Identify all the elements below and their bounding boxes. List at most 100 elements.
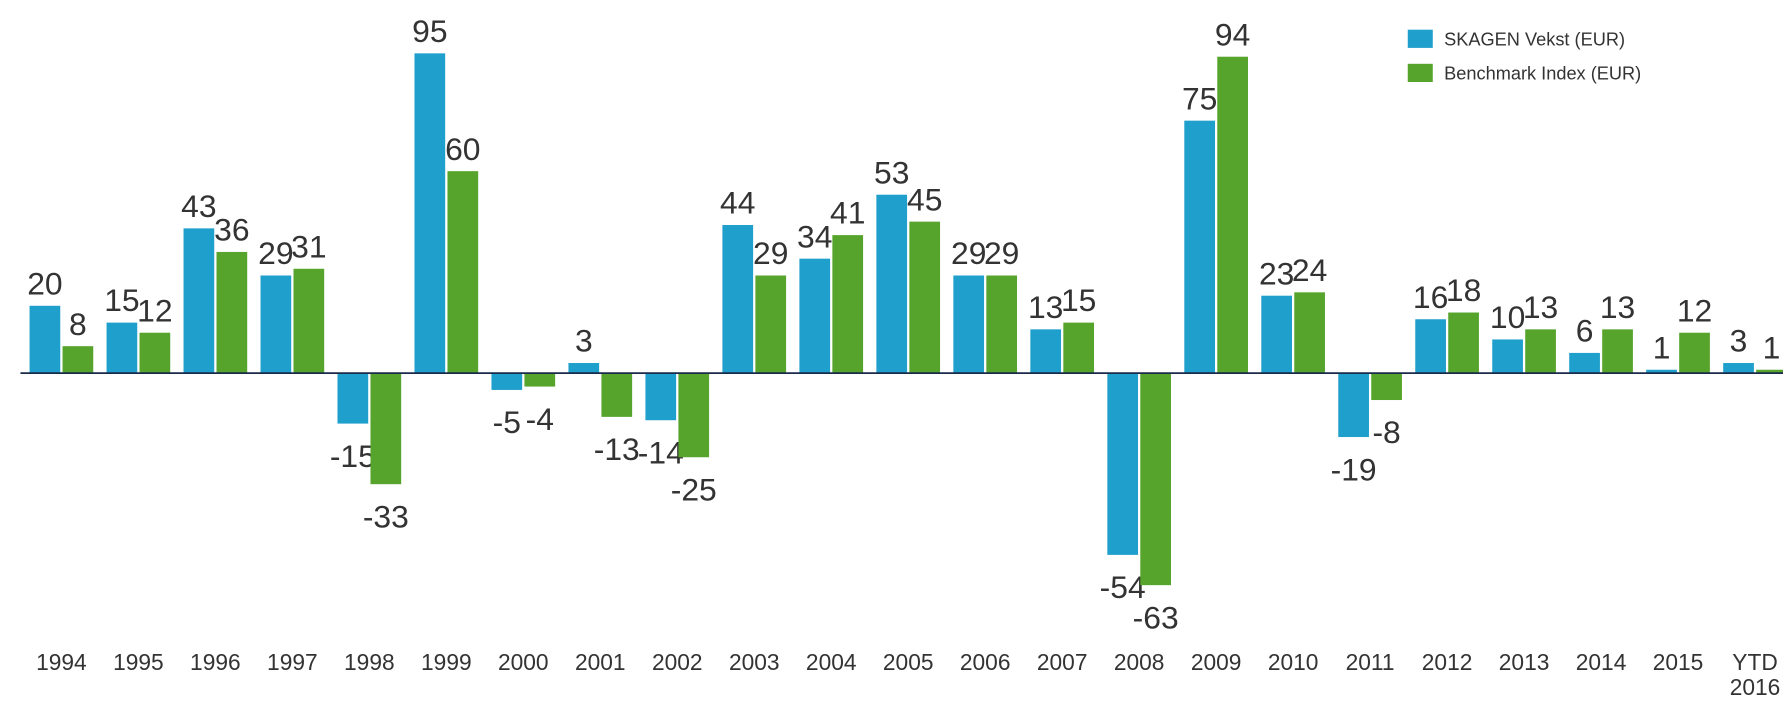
x-tick-label-box: 2010 — [1267, 650, 1319, 676]
x-tick-label-box: 2009 — [1191, 651, 1242, 676]
bar — [799, 258, 831, 374]
data-label: 12 — [137, 292, 172, 328]
x-tick-label: 2015 — [1652, 650, 1704, 676]
data-label: 1 — [1653, 329, 1671, 365]
data-label: 95 — [412, 13, 447, 49]
x-tick-label-box: 2003 — [729, 651, 780, 676]
bar — [1107, 373, 1139, 555]
bar — [876, 194, 908, 374]
x-tick-label-box: 2015 — [1652, 650, 1704, 676]
x-tick-label: 2010 — [1267, 650, 1319, 676]
data-label: 13 — [1028, 289, 1063, 325]
data-label: 1 — [1763, 329, 1781, 365]
data-label: 16 — [1413, 279, 1448, 315]
data-label: 44 — [720, 185, 755, 221]
x-tick-label: 1995 — [113, 650, 164, 676]
data-label: 60 — [445, 131, 480, 167]
bar — [1261, 295, 1292, 374]
x-tick-label-box: 2000 — [497, 650, 549, 676]
bar — [1184, 120, 1216, 374]
bar — [524, 373, 556, 387]
data-label: 15 — [104, 282, 139, 318]
x-tick-label-box: 2014 — [1575, 650, 1627, 676]
x-tick-label-box: 2001 — [575, 651, 626, 676]
data-label: 23 — [1259, 255, 1294, 291]
x-tick-label: 2002 — [651, 650, 703, 676]
bar — [106, 322, 138, 374]
x-tick-label: 2014 — [1575, 650, 1627, 676]
data-label: 15 — [1061, 282, 1096, 318]
x-tick-label: 1994 — [36, 650, 87, 676]
x-tick-label: 2004 — [805, 650, 857, 676]
bar — [216, 251, 248, 374]
data-label: 45 — [907, 181, 942, 217]
bar — [1063, 322, 1095, 374]
data-label: 18 — [1446, 272, 1481, 308]
bar — [722, 225, 754, 374]
data-label: 34 — [797, 218, 832, 254]
x-tick-label: 2007 — [1036, 650, 1088, 676]
x-tick-label-box: 1994 — [36, 650, 87, 676]
bar — [1217, 56, 1248, 374]
bar — [337, 373, 369, 424]
bar — [370, 373, 402, 485]
legend-label: SKAGEN Vekst (EUR) — [1444, 30, 1625, 50]
data-label: 94 — [1215, 16, 1250, 52]
legend-swatch — [1407, 29, 1433, 48]
data-label: 53 — [874, 154, 909, 190]
data-label: -8 — [1372, 414, 1400, 450]
data-label: 31 — [291, 228, 326, 264]
bar — [601, 373, 633, 417]
x-tick-label-box: 2013 — [1499, 651, 1550, 676]
data-label: -25 — [671, 471, 717, 507]
bar — [1140, 373, 1172, 586]
bar — [1569, 352, 1600, 374]
data-label: 8 — [69, 306, 87, 342]
data-label: 29 — [951, 235, 986, 271]
x-tick-label-box: 1996 — [190, 650, 241, 676]
bar — [1756, 369, 1783, 374]
bar — [986, 275, 1018, 374]
data-label: 13 — [1523, 289, 1558, 325]
x-tick-label: 2006 — [959, 650, 1011, 676]
bar — [953, 275, 985, 374]
x-tick-label: 2012 — [1421, 650, 1473, 676]
x-tick-label: 1998 — [344, 650, 395, 676]
data-label: 29 — [753, 235, 788, 271]
x-tick-label: 1997 — [267, 650, 318, 676]
bar — [755, 275, 787, 374]
data-label: 43 — [181, 188, 216, 224]
bar — [1492, 339, 1523, 374]
bar — [139, 332, 171, 374]
data-label: 29 — [258, 235, 293, 271]
bar — [1415, 319, 1446, 374]
bar — [1723, 363, 1754, 374]
bar — [909, 221, 941, 374]
bar — [1371, 373, 1402, 401]
legend-swatch — [1407, 63, 1433, 83]
x-tick-label-box: 1999 — [421, 651, 472, 676]
x-tick-label: 1996 — [190, 650, 241, 676]
x-tick-label-box: 1995 — [113, 650, 164, 676]
x-tick-label: 2008 — [1113, 650, 1165, 676]
data-label: 29 — [984, 235, 1019, 271]
data-label: 20 — [27, 265, 62, 301]
x-tick-label-box: 2004 — [805, 650, 857, 676]
bar — [29, 305, 61, 374]
x-tick-label: 2005 — [882, 650, 934, 676]
x-tick-label-box: 2006 — [959, 650, 1011, 676]
data-label: 24 — [1292, 252, 1327, 288]
data-label: 3 — [575, 323, 593, 359]
x-tick-label: 2000 — [497, 650, 549, 676]
bar — [62, 346, 94, 374]
data-label: -13 — [594, 431, 640, 467]
x-tick-label-box: 2005 — [882, 650, 934, 676]
x-tick-label-box: 2008 — [1113, 650, 1165, 676]
bar — [447, 171, 479, 374]
data-label: 13 — [1600, 289, 1635, 325]
bar — [645, 373, 677, 421]
bar — [1602, 329, 1633, 374]
bar — [1525, 329, 1556, 374]
data-label: -15 — [330, 438, 376, 474]
